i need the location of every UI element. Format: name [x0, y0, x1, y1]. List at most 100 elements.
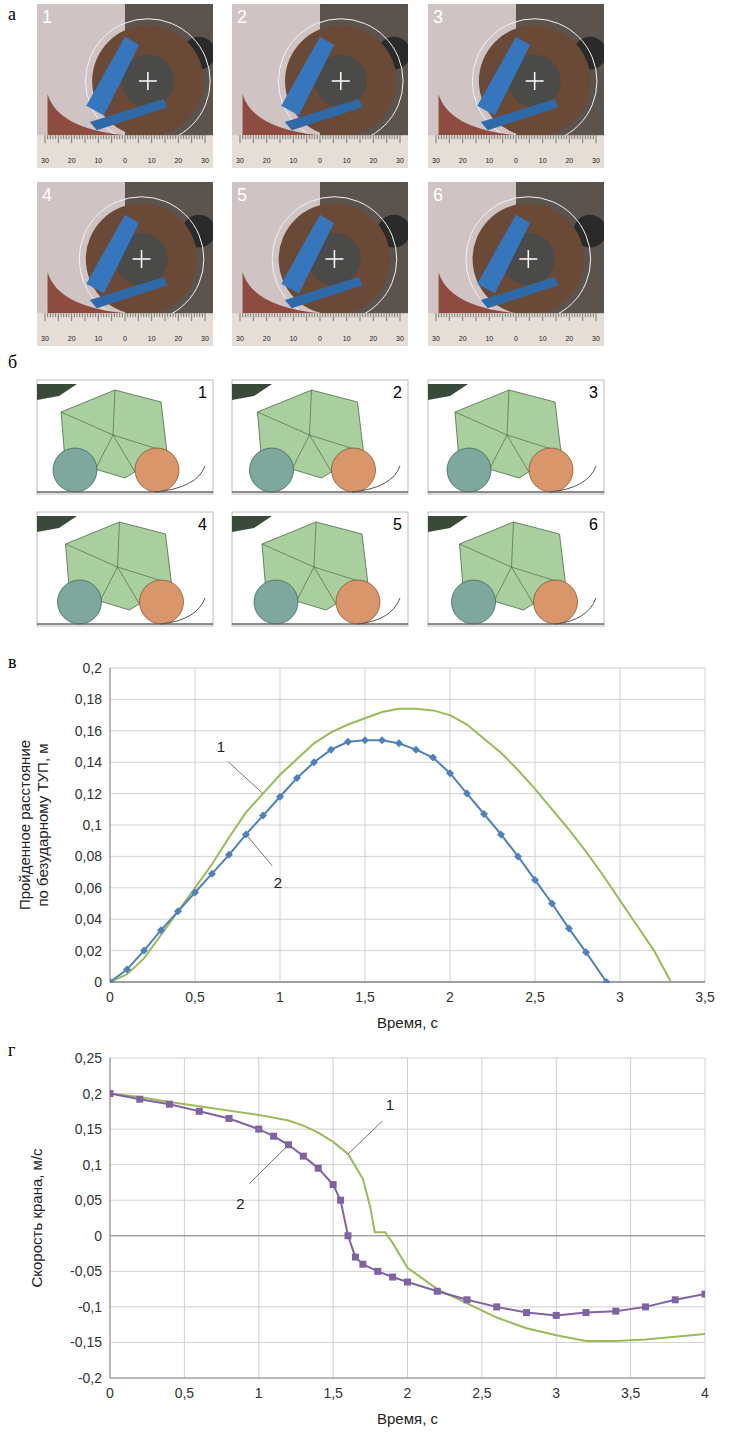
ruler-tick	[266, 135, 267, 143]
ruler-label: 20	[68, 335, 76, 342]
ruler-tick	[596, 313, 597, 321]
ruler-tick	[248, 135, 249, 139]
y-axis	[110, 1058, 111, 1378]
y-tick-label: 0,1	[83, 1157, 103, 1173]
y-tick-label: 0,05	[75, 1192, 102, 1208]
grid-line	[110, 1200, 705, 1201]
x-tick-label: 0,5	[185, 989, 205, 1005]
ruler-tick	[505, 313, 506, 317]
ruler-tick	[101, 135, 102, 139]
ruler-tick	[574, 313, 575, 317]
ruler-tick	[446, 135, 447, 139]
marker	[226, 1115, 233, 1122]
ruler-tick	[465, 313, 466, 317]
ruler-tick	[314, 135, 315, 139]
y-tick-label: 0,14	[75, 754, 102, 770]
ramp	[439, 94, 516, 135]
leader-line	[249, 1145, 288, 1184]
x-tick-label: 1	[255, 1385, 263, 1401]
ruler-tick	[151, 313, 152, 321]
ruler-tick	[71, 313, 72, 321]
ruler-tick	[360, 313, 361, 321]
ruler-tick	[202, 313, 203, 317]
x-tick-label: 2	[446, 989, 454, 1005]
frame-number: 2	[237, 7, 247, 27]
ruler-tick	[248, 313, 249, 317]
ruler-tick	[454, 135, 455, 139]
ruler-tick	[45, 135, 46, 143]
marker	[395, 739, 403, 747]
ramp	[352, 466, 400, 492]
ruler-tick	[338, 135, 339, 139]
ruler-tick	[373, 135, 374, 143]
panel-letter: б	[8, 352, 17, 372]
series-line	[110, 709, 671, 982]
photo-frame: 3020100102030	[37, 4, 213, 168]
ruler-tick	[452, 313, 453, 317]
ruler-tick	[122, 313, 123, 317]
ruler-tick	[365, 135, 366, 139]
ruler-tick	[518, 313, 519, 317]
rail	[232, 491, 408, 493]
ruler-tick	[205, 313, 206, 321]
marker	[531, 876, 539, 884]
ruler-label: 10	[94, 335, 102, 342]
ruler-tick	[298, 135, 299, 139]
ruler-tick	[529, 135, 530, 143]
x-tick-label: 0	[106, 1385, 114, 1401]
marker	[361, 736, 369, 744]
marker	[378, 736, 386, 744]
ruler-tick	[317, 313, 318, 317]
ruler-tick	[199, 135, 200, 139]
ruler-tick	[304, 135, 305, 139]
ruler-tick	[141, 313, 142, 317]
x-tick-label: 3	[616, 989, 624, 1005]
ruler-tick	[162, 135, 163, 139]
sim-bg	[428, 512, 604, 626]
marker	[196, 1108, 203, 1115]
ruler-tick	[378, 313, 379, 317]
ruler-tick	[386, 135, 387, 143]
marker	[612, 1308, 619, 1315]
x-tick-label: 3	[552, 1385, 560, 1401]
ruler-tick	[457, 313, 458, 317]
y-tick-label: 0,16	[75, 723, 102, 739]
ruler-tick	[553, 135, 554, 139]
wheel-right	[529, 448, 573, 492]
ruler-tick	[269, 135, 270, 139]
series-line	[110, 1094, 705, 1316]
sim-bg	[37, 380, 213, 494]
ruler-tick	[438, 313, 439, 317]
ruler-tick	[55, 135, 56, 139]
ruler-tick	[242, 313, 243, 317]
ruler-tick	[285, 135, 286, 139]
marker	[464, 1296, 471, 1303]
wheel-right	[332, 448, 376, 492]
ruler-tick	[178, 313, 179, 321]
ramp	[243, 272, 320, 313]
ruler-tick	[582, 313, 583, 321]
plot-bg	[110, 668, 705, 982]
ruler	[232, 135, 408, 168]
photo-frame: 3020100102030	[232, 182, 408, 346]
ruler-tick	[157, 135, 158, 139]
ruler-label: 20	[263, 157, 271, 164]
ruler-tick	[492, 135, 493, 139]
marker	[259, 812, 267, 820]
ruler-tick	[191, 135, 192, 143]
ruler-tick	[77, 135, 78, 139]
ruler-label: 10	[148, 335, 156, 342]
wheel-right	[534, 580, 578, 624]
ruler-tick	[521, 135, 522, 139]
panel-letter: г	[8, 1040, 15, 1060]
ruler-tick	[516, 313, 517, 321]
ruler-tick	[181, 135, 182, 139]
ruler-tick	[494, 135, 495, 139]
y-tick-label: 0,1	[83, 817, 103, 833]
marker	[446, 769, 454, 777]
ruler-tick	[258, 135, 259, 139]
sim-frame	[428, 380, 604, 494]
ruler-tick	[540, 135, 541, 139]
ruler-tick	[285, 313, 286, 317]
beam	[37, 516, 77, 532]
